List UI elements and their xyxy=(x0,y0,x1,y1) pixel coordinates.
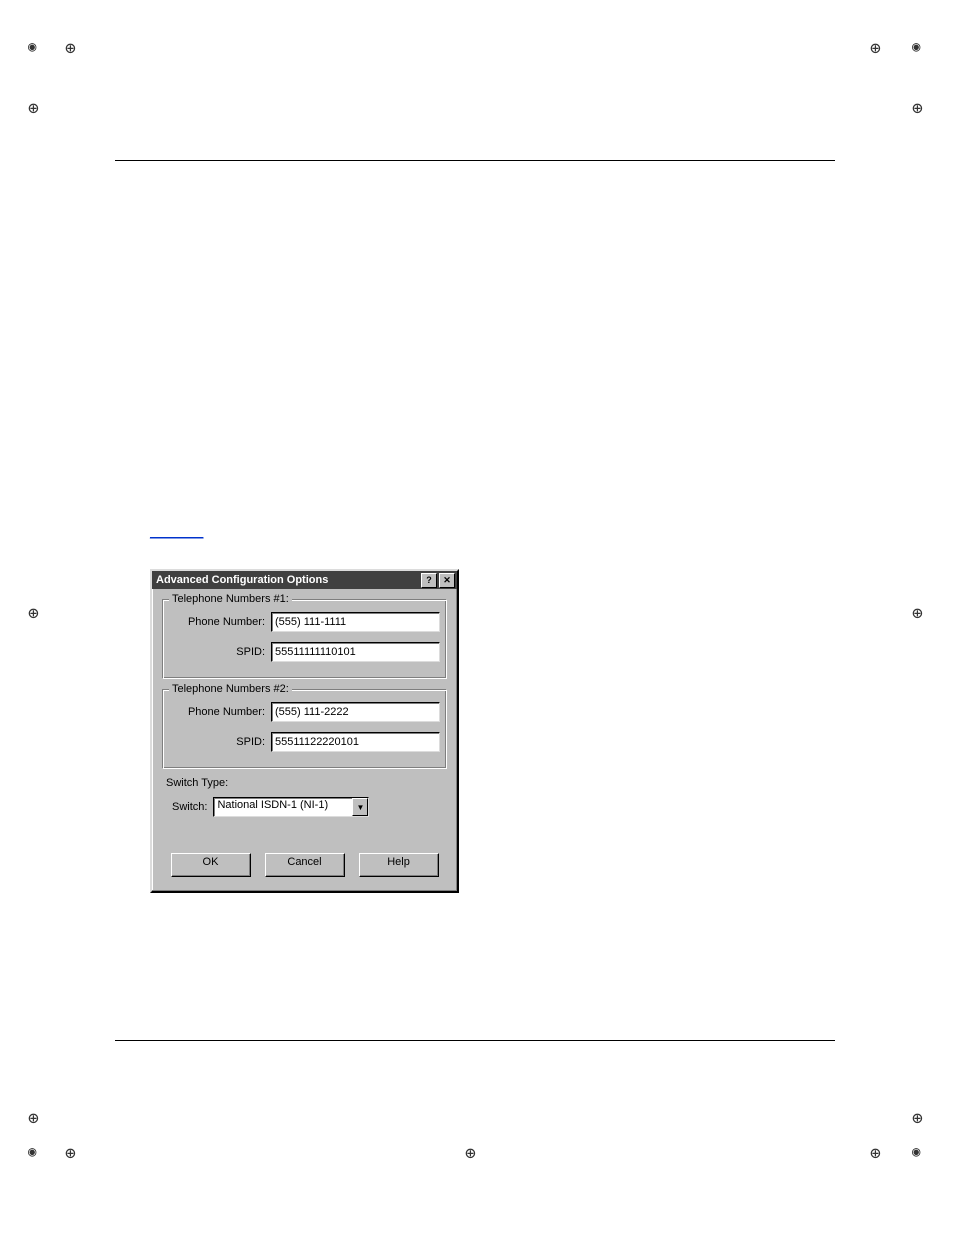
reg-mark-icon: ⊕ xyxy=(870,40,881,58)
switch-type-section: Switch Type: Switch: National ISDN-1 (NI… xyxy=(166,777,447,825)
phone-number-2-input[interactable] xyxy=(271,702,440,722)
chevron-down-icon: ▼ xyxy=(352,798,368,816)
switch-type-label: Switch Type: xyxy=(166,777,447,789)
footer-rule xyxy=(115,1040,835,1041)
reg-mark-icon: ⊕ xyxy=(465,1145,476,1163)
reg-mark-icon: ⊕ xyxy=(28,605,39,623)
reg-mark-icon: ⊕ xyxy=(28,100,39,118)
reg-mark-icon: ⊕ xyxy=(28,1110,39,1128)
reg-mark-icon: ⊕ xyxy=(65,1145,76,1163)
telephone-numbers-2-group: Telephone Numbers #2: Phone Number: SPID… xyxy=(162,689,447,769)
cancel-button[interactable]: Cancel xyxy=(265,853,345,877)
close-button[interactable]: ✕ xyxy=(439,573,455,588)
header-rule xyxy=(115,160,835,161)
switch-field-label: Switch: xyxy=(172,801,213,813)
spid-row-2: SPID: xyxy=(169,732,440,752)
help-button[interactable]: ? xyxy=(421,573,437,588)
reg-mark-icon: ⊕ xyxy=(912,100,923,118)
ok-button[interactable]: OK xyxy=(171,853,251,877)
help-button[interactable]: Help xyxy=(359,853,439,877)
phone-number-label: Phone Number: xyxy=(169,616,271,628)
switch-row: Switch: National ISDN-1 (NI-1) ▼ xyxy=(172,797,447,817)
switch-selected-value: National ISDN-1 (NI-1) xyxy=(214,798,352,816)
reg-mark-icon: ⊕ xyxy=(870,1145,881,1163)
phone-number-label: Phone Number: xyxy=(169,706,271,718)
reg-mark-icon: ◉ xyxy=(28,40,36,54)
close-icon: ✕ xyxy=(443,575,451,586)
reg-mark-icon: ⊕ xyxy=(912,1110,923,1128)
spid-label: SPID: xyxy=(169,646,271,658)
page-root: ◉ ⊕ ⊕ ◉ ⊕ ⊕ ⊕ ⊕ ⊕ ⊕ ◉ ⊕ ⊕ ⊕ ◉ ________ A… xyxy=(0,0,954,1235)
reg-mark-icon: ⊕ xyxy=(65,40,76,58)
group-legend: Telephone Numbers #2: xyxy=(169,683,292,695)
phone-number-1-input[interactable] xyxy=(271,612,440,632)
spid-2-input[interactable] xyxy=(271,732,440,752)
phone-row-1: Phone Number: xyxy=(169,612,440,632)
phone-row-2: Phone Number: xyxy=(169,702,440,722)
spid-label: SPID: xyxy=(169,736,271,748)
spid-row-1: SPID: xyxy=(169,642,440,662)
advanced-config-dialog: Advanced Configuration Options ? ✕ Telep… xyxy=(150,569,459,893)
reg-mark-icon: ◉ xyxy=(912,1145,920,1159)
inline-link[interactable]: ________ xyxy=(150,525,203,539)
help-icon: ? xyxy=(426,575,432,585)
telephone-numbers-1-group: Telephone Numbers #1: Phone Number: SPID… xyxy=(162,599,447,679)
dialog-title: Advanced Configuration Options xyxy=(156,574,419,586)
group-legend: Telephone Numbers #1: xyxy=(169,593,292,605)
dialog-titlebar: Advanced Configuration Options ? ✕ xyxy=(152,571,457,589)
reg-mark-icon: ◉ xyxy=(28,1145,36,1159)
switch-combobox[interactable]: National ISDN-1 (NI-1) ▼ xyxy=(213,797,369,817)
reg-mark-icon: ◉ xyxy=(912,40,920,54)
spid-1-input[interactable] xyxy=(271,642,440,662)
reg-mark-icon: ⊕ xyxy=(912,605,923,623)
dialog-button-row: OK Cancel Help xyxy=(152,825,457,891)
